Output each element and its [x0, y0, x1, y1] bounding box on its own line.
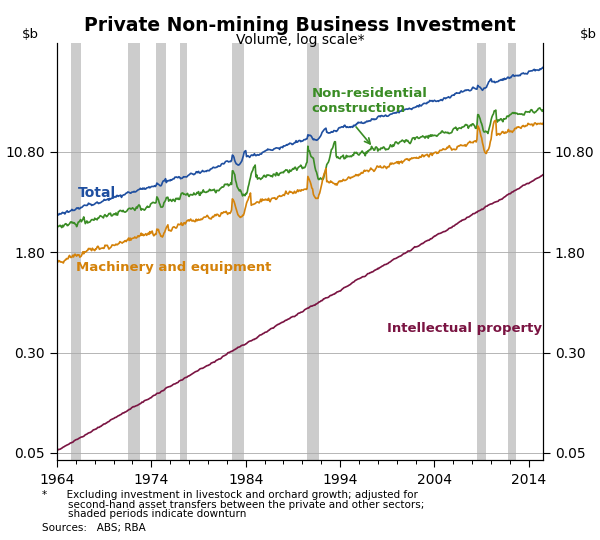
Bar: [179, 43, 187, 460]
Bar: [477, 43, 487, 460]
Bar: [156, 43, 166, 460]
Bar: [307, 43, 319, 460]
Text: second-hand asset transfers between the private and other sectors;: second-hand asset transfers between the …: [42, 500, 424, 510]
Text: $b: $b: [580, 28, 596, 41]
Text: Volume, log scale*: Volume, log scale*: [236, 33, 364, 48]
Bar: [71, 43, 80, 460]
Text: Sources:   ABS; RBA: Sources: ABS; RBA: [42, 523, 146, 533]
Bar: [232, 43, 244, 460]
Text: Non-residential
construction: Non-residential construction: [312, 87, 428, 115]
Text: Machinery and equipment: Machinery and equipment: [76, 261, 271, 274]
Text: Intellectual property: Intellectual property: [387, 322, 542, 335]
Bar: [128, 43, 140, 460]
Text: shaded periods indicate downturn: shaded periods indicate downturn: [42, 509, 247, 519]
Text: Private Non-mining Business Investment: Private Non-mining Business Investment: [84, 16, 516, 35]
Text: *      Excluding investment in livestock and orchard growth; adjusted for: * Excluding investment in livestock and …: [42, 490, 418, 501]
Bar: [508, 43, 515, 460]
Text: Total: Total: [78, 186, 116, 200]
Text: $b: $b: [22, 28, 39, 41]
